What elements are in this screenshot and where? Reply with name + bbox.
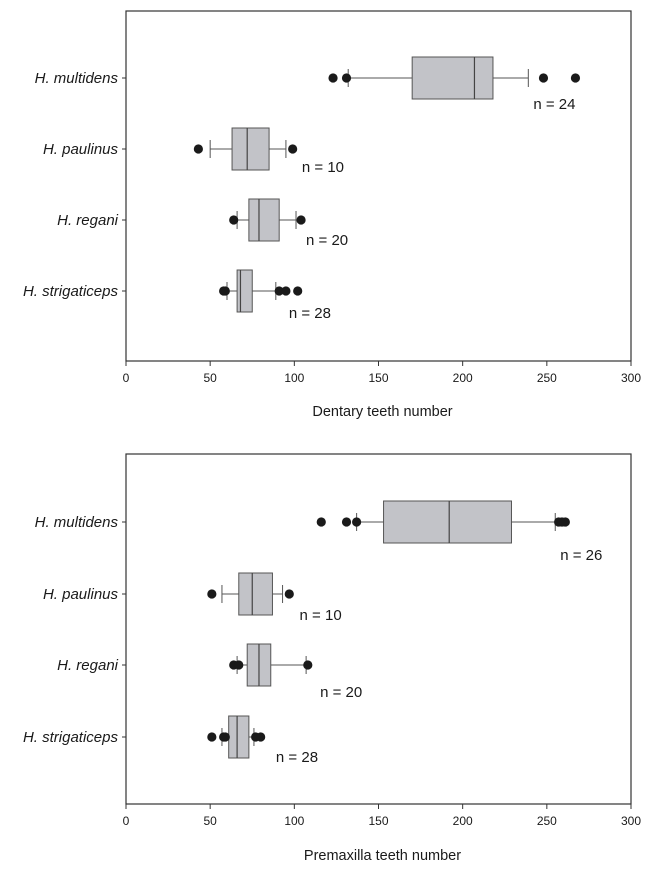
series-h-multidens: H. multidens n = 24 [35,56,581,113]
outlier-point [316,517,326,527]
series-h-paulinus: H. paulinus n = 10 [43,127,344,176]
sample-size-label: n = 10 [300,607,342,624]
iqr-box [228,715,250,759]
chart-panel-1: 0 50 100 150 200 250 300 Dentary teeth number H.… [23,10,641,420]
outlier-point [352,517,362,527]
x-tick-label: 50 [203,371,217,385]
category-label: H. multidens [35,70,119,87]
outlier-point [570,73,581,83]
outlier-point [281,286,291,296]
outlier-point [207,589,217,599]
category-label: H. multidens [35,514,119,531]
x-tick-label: 100 [284,814,304,828]
series-h-multidens: H. multidens n = 26 [35,500,602,564]
sample-size-label: n = 28 [289,305,331,322]
outlier-point [193,144,203,154]
sample-size-label: n = 10 [302,159,344,176]
x-tick-label: 50 [203,814,217,828]
sample-size-label: n = 28 [276,749,318,766]
x-tick-label: 0 [123,371,130,385]
iqr-box [236,269,253,313]
outlier-point [229,215,239,225]
x-tick-label: 300 [621,371,641,385]
outlier-point [207,732,217,742]
iqr-box [248,198,280,242]
sample-size-label: n = 26 [560,547,602,564]
iqr-box [383,500,512,544]
x-tick-label: 150 [368,814,388,828]
chart-panel-2: 0 50 100 150 200 250 300 Premaxilla teeth numbe… [23,453,641,864]
x-tick-label: 100 [284,371,304,385]
x-tick-label: 250 [537,814,557,828]
x-tick-label: 200 [453,814,473,828]
outlier-point [538,73,549,83]
category-label: H. strigaticeps [23,729,119,746]
iqr-box [238,572,273,616]
category-label: H. regani [57,657,119,674]
outlier-point [234,660,244,670]
category-label: H. paulinus [43,586,119,603]
series-h-paulinus: H. paulinus n = 10 [43,572,342,624]
plot-frame [125,10,632,362]
iqr-box [411,56,494,100]
x-axis-label: Dentary teeth number [312,404,452,420]
outlier-point [288,144,298,154]
outlier-point [220,286,230,296]
outlier-point [296,215,306,225]
outlier-point [341,73,352,83]
series-h-strigaticeps: H. strigaticeps n = 28 [23,269,331,322]
x-tick-label: 150 [368,371,388,385]
x-tick-label: 250 [537,371,557,385]
outlier-point [293,286,303,296]
x-tick-label: 0 [123,814,130,828]
outlier-point [328,73,338,83]
outlier-point [303,660,313,670]
outlier-point [256,732,266,742]
outlier-point [284,589,294,599]
outlier-point [341,517,352,527]
series-h-regani: H. regani n = 20 [57,643,362,701]
outlier-point [560,517,570,527]
outlier-point [220,732,230,742]
series-h-strigaticeps: H. strigaticeps n = 28 [23,715,318,766]
sample-size-label: n = 24 [533,96,575,113]
x-axis-label: Premaxilla teeth number [304,848,461,864]
plot-frame [125,453,632,805]
category-label: H. regani [57,212,119,229]
x-tick-label: 300 [621,814,641,828]
series-h-regani: H. regani n = 20 [57,198,348,249]
sample-size-label: n = 20 [320,684,362,701]
x-tick-label: 200 [453,371,473,385]
category-label: H. strigaticeps [23,283,119,300]
outlier-point [274,286,284,296]
sample-size-label: n = 20 [306,232,348,249]
iqr-box [231,127,270,171]
category-label: H. paulinus [43,141,119,158]
